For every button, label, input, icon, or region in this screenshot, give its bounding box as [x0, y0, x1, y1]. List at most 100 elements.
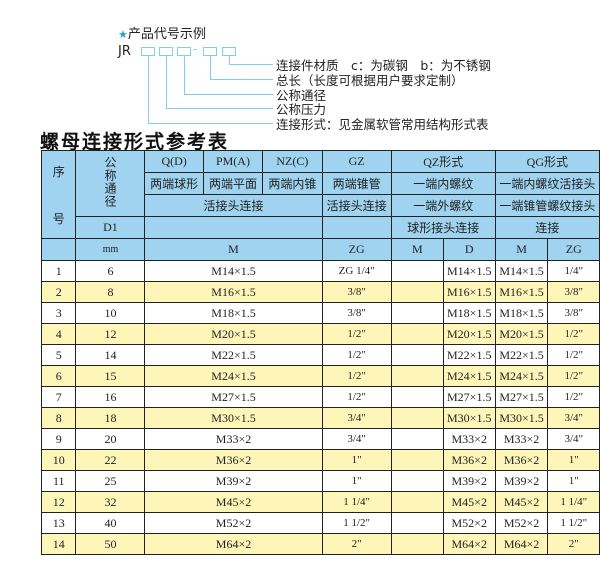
row-zg: 1/2": [321, 365, 392, 387]
code-box: [222, 47, 236, 56]
table-row: 7 16 M27×1.5 1/2" M27×1.5 M27×1.5 1/2": [40, 386, 600, 408]
row-qz-d: M16×1.5: [442, 281, 496, 303]
row-qg-zg: 3/4": [547, 407, 600, 429]
header-qg3: 一端锥管螺纹接头: [494, 194, 600, 217]
row-qg-zg: 1": [547, 470, 600, 492]
row-qg-zg: 1/2": [547, 344, 600, 366]
row-zg: 1": [321, 470, 392, 492]
row-qz-d: M52×2: [442, 512, 496, 534]
leader-line: [229, 64, 273, 65]
row-qg-m: M64×2: [494, 533, 549, 555]
header-qg: QG形式: [494, 150, 600, 173]
header-seq: 序号: [40, 150, 77, 239]
header-qg-m: M: [494, 238, 549, 261]
row-qg-zg: 1/2": [547, 386, 600, 408]
label-diameter: 公称通径: [276, 88, 327, 103]
row-m: M45×2: [144, 491, 323, 513]
header-q: Q(D): [144, 150, 204, 173]
row-zg: ZG 1/4": [321, 260, 392, 282]
row-qz-d: M24×1.5: [442, 365, 496, 387]
header-blank: [40, 238, 77, 261]
header-mm: mm: [75, 238, 146, 261]
leader-line: [166, 56, 167, 108]
row-qz-m: [390, 323, 444, 345]
row-d1: 20: [75, 428, 146, 450]
row-qz-m: [390, 281, 444, 303]
header-gz: GZ: [321, 150, 392, 173]
code-box: [141, 47, 155, 56]
row-m: M52×2: [144, 512, 323, 534]
row-zg: 1/2": [321, 386, 392, 408]
row-qg-m: M18×1.5: [494, 302, 549, 324]
row-seq: 2: [40, 281, 77, 303]
row-seq: 10: [40, 449, 77, 471]
row-qz-d: M45×2: [442, 491, 496, 513]
header-qg4: 连接: [494, 216, 600, 239]
row-qz-m: [390, 449, 444, 471]
row-m: M39×2: [144, 470, 323, 492]
code-box: [177, 47, 191, 56]
row-qg-m: M14×1.5: [494, 260, 549, 282]
table-title: 螺母连接形式参考表: [40, 131, 230, 153]
row-qg-zg: 3/8": [547, 281, 600, 303]
row-m: M36×2: [144, 449, 323, 471]
row-d1: 22: [75, 449, 146, 471]
row-qg-zg: 1 1/4": [547, 491, 600, 513]
row-qz-m: [390, 470, 444, 492]
row-qz-d: M14×1.5: [442, 260, 496, 282]
row-qz-d: M33×2: [442, 428, 496, 450]
row-m: M22×1.5: [144, 344, 323, 366]
leader-line: [148, 123, 273, 124]
table-row: 3 10 M18×1.5 3/8" M18×1.5 M18×1.5 3/8": [40, 302, 600, 324]
row-zg: 2": [321, 533, 392, 555]
row-qg-zg: 3/4": [547, 428, 600, 450]
row-m: M33×2: [144, 428, 323, 450]
row-m: M20×1.5: [144, 323, 323, 345]
nut-connection-table: 序号 公称通径 Q(D) PM(A) NZ(C) GZ QZ形式 QG形式 两端…: [40, 150, 600, 555]
row-qg-m: M52×2: [494, 512, 549, 534]
row-m: M27×1.5: [144, 386, 323, 408]
table-row: 10 22 M36×2 1" M36×2 M36×2 1": [40, 449, 600, 471]
leader-line: [148, 56, 149, 123]
row-zg: 1 1/2": [321, 512, 392, 534]
row-seq: 8: [40, 407, 77, 429]
row-d1: 25: [75, 470, 146, 492]
row-seq: 4: [40, 323, 77, 345]
row-qg-m: M22×1.5: [494, 344, 549, 366]
row-seq: 5: [40, 344, 77, 366]
row-qz-m: [390, 386, 444, 408]
star-icon: ★: [118, 28, 128, 41]
row-zg: 3/8": [321, 281, 392, 303]
row-seq: 1: [40, 260, 77, 282]
row-qz-d: M30×1.5: [442, 407, 496, 429]
row-seq: 13: [40, 512, 77, 534]
example-heading: ★产品代号示例: [118, 23, 206, 42]
header-gz3: 活接头连接: [321, 194, 392, 217]
row-d1: 16: [75, 386, 146, 408]
header-qg2: 一端内螺纹活接头: [494, 172, 600, 195]
code-box: [159, 47, 173, 56]
table-row: 9 20 M33×2 3/4" M33×2 M33×2 3/4": [40, 428, 600, 450]
row-qz-d: M18×1.5: [442, 302, 496, 324]
row-d1: 6: [75, 260, 146, 282]
header-qz3: 一端外螺纹: [390, 194, 496, 217]
row-qg-zg: 1/4": [547, 260, 600, 282]
code-dash: -: [193, 42, 198, 56]
row-qg-zg: 1 1/2": [547, 512, 600, 534]
table-row: 2 8 M16×1.5 3/8" M16×1.5 M16×1.5 3/8": [40, 281, 600, 303]
header-blank: [144, 216, 323, 239]
row-seq: 9: [40, 428, 77, 450]
leader-line: [184, 56, 185, 94]
row-d1: 14: [75, 344, 146, 366]
header-blank: [321, 216, 392, 239]
header-q2: 两端球形: [144, 172, 204, 195]
row-qz-d: M27×1.5: [442, 386, 496, 408]
header-nz2: 两端内锥: [262, 172, 323, 195]
row-seq: 3: [40, 302, 77, 324]
row-qg-m: M33×2: [494, 428, 549, 450]
row-qz-d: M36×2: [442, 449, 496, 471]
row-qz-m: [390, 428, 444, 450]
row-d1: 40: [75, 512, 146, 534]
row-qg-m: M24×1.5: [494, 365, 549, 387]
label-pressure: 公称压力: [276, 102, 327, 117]
